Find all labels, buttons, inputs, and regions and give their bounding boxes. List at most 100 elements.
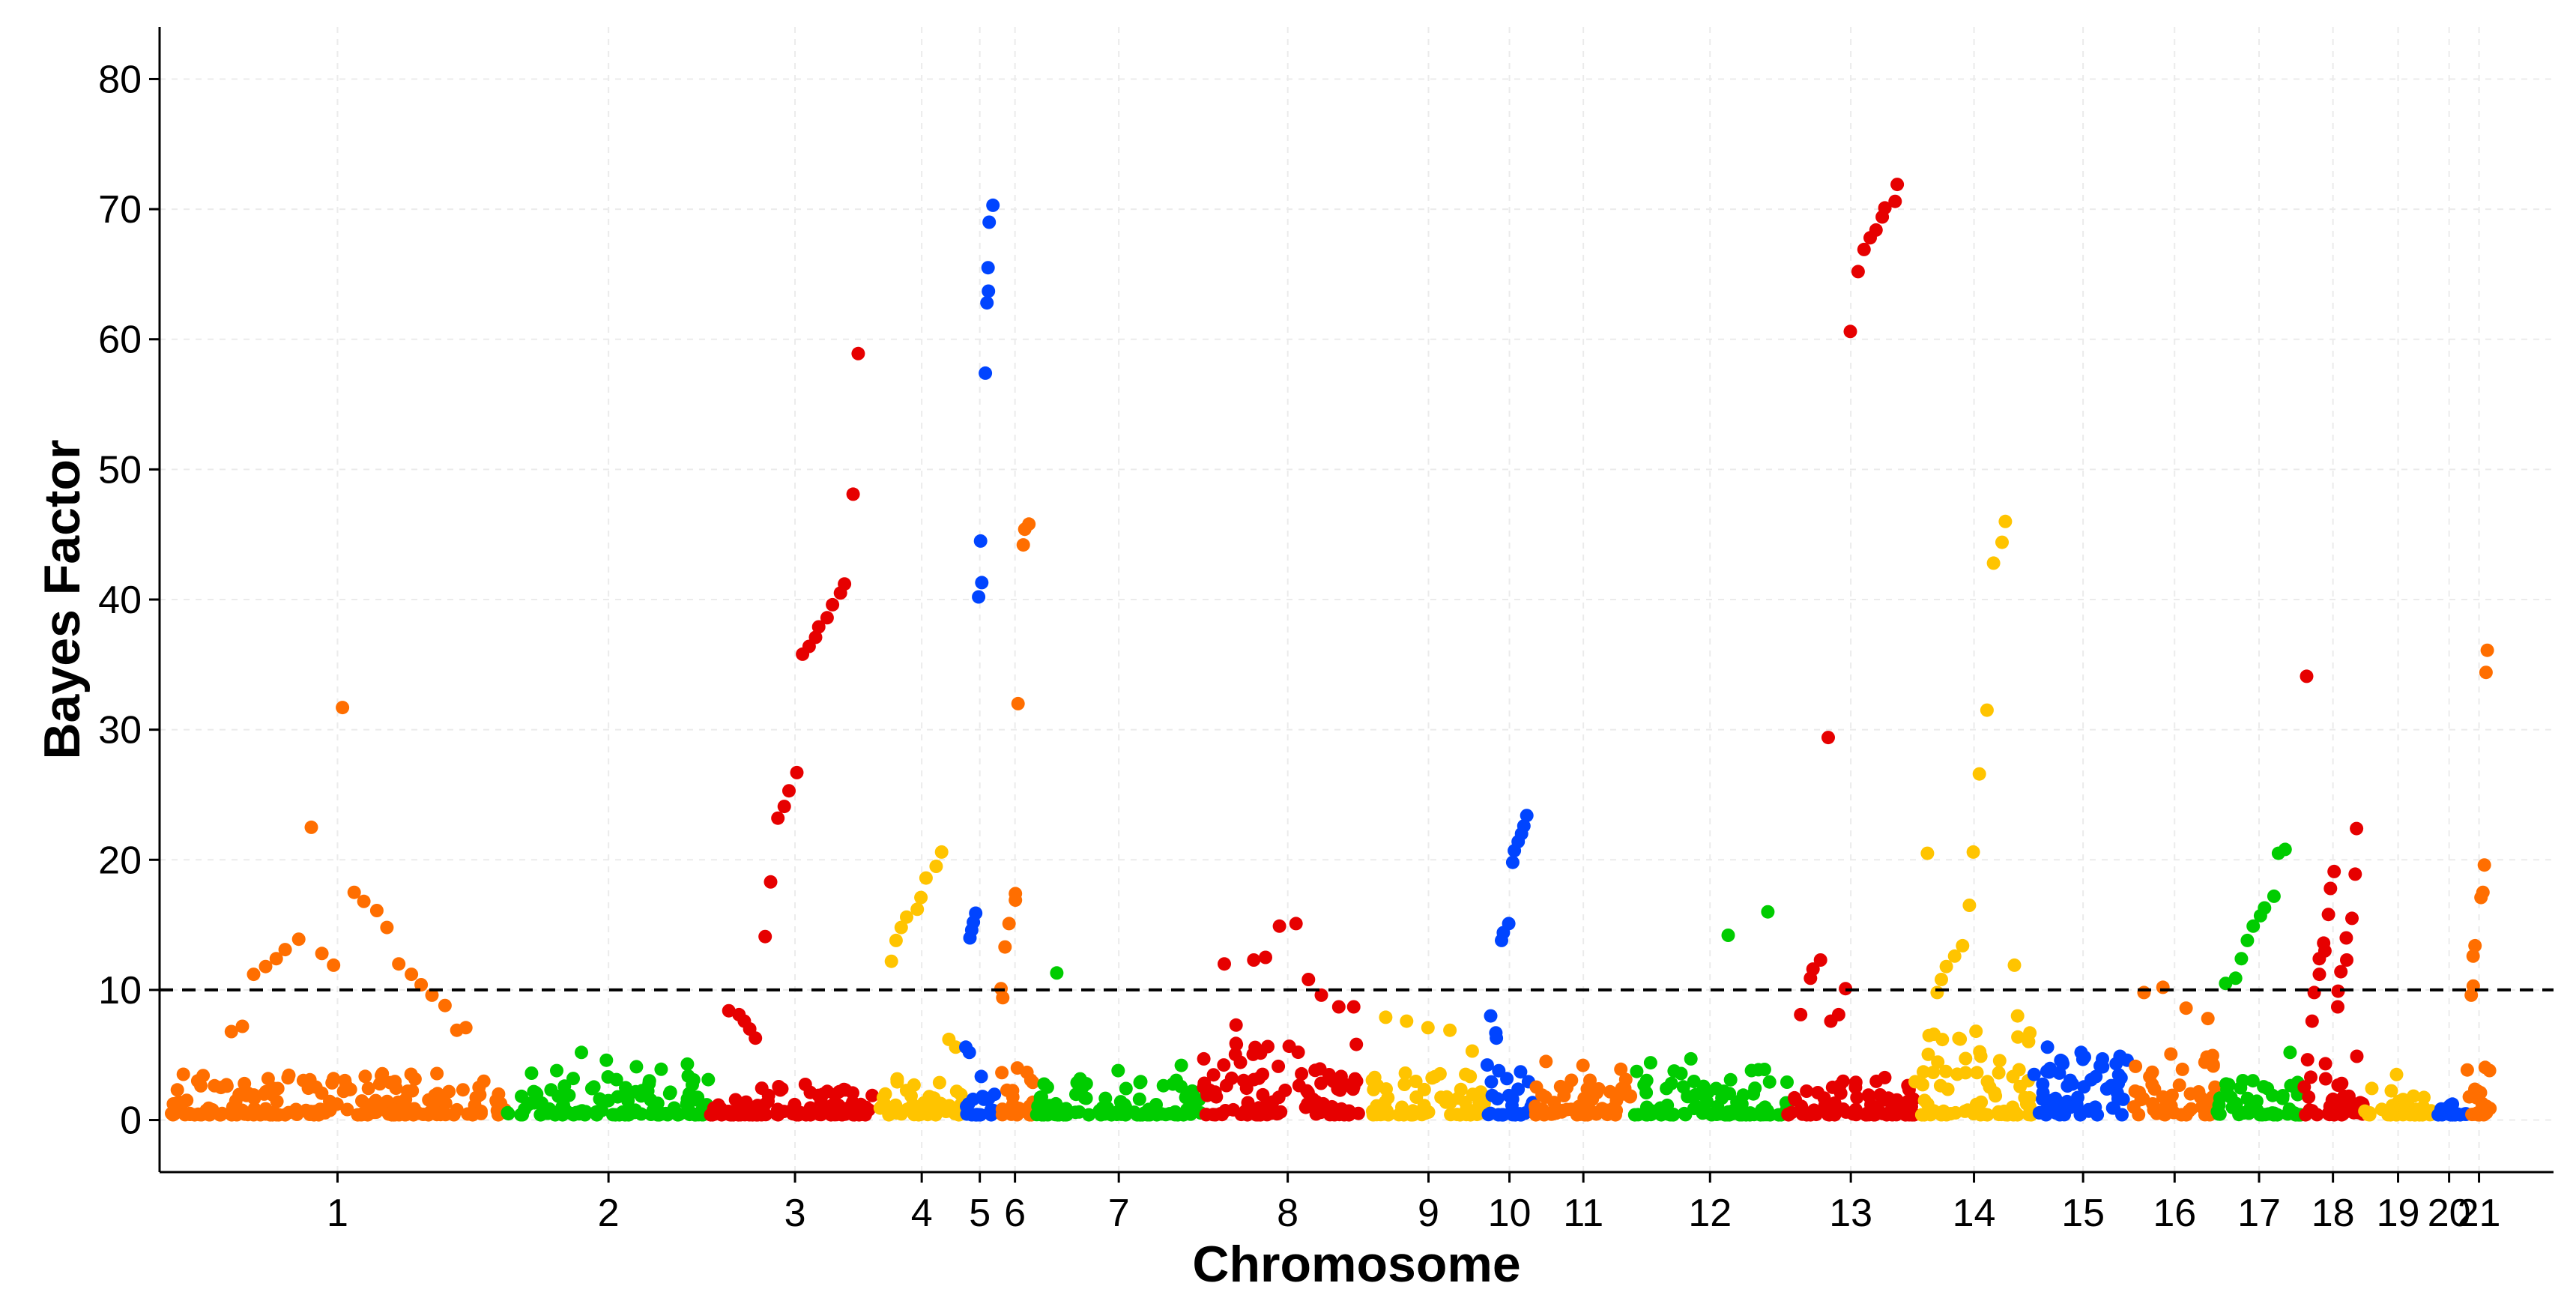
data-point [1736,1088,1750,1102]
data-point [325,1075,339,1090]
data-point [2027,1067,2041,1081]
data-point [1409,1075,1423,1088]
peak-point [1935,973,1948,986]
data-point [932,1075,946,1090]
data-point [739,1095,753,1109]
data-point [2063,1073,2077,1087]
data-point [1974,1049,1988,1063]
data-point [238,1076,252,1090]
data-point [2297,1080,2312,1094]
peak-point [2476,885,2490,899]
data-point [1127,1105,1141,1120]
data-point [1743,1108,1757,1122]
peak-point [459,1021,473,1035]
data-point [1234,1108,1248,1122]
chromosome-16-points [2126,980,2222,1122]
data-point [572,1105,587,1119]
data-point [1230,1037,1244,1051]
data-point [1717,1084,1731,1099]
data-point [1953,1032,1968,1046]
data-point [2299,1108,2313,1122]
data-point [661,1107,675,1121]
peak-point [1851,265,1865,279]
peak-point [1111,1063,1125,1078]
data-point [816,1087,829,1102]
peak-point [975,576,989,590]
x-tick-label: 9 [1418,1192,1439,1235]
data-point [1043,1099,1057,1113]
data-point [2318,1057,2332,1071]
data-point [2111,1076,2126,1090]
data-point [2220,1083,2234,1097]
data-point [1206,1068,1221,1082]
peak-point [1806,962,1820,976]
data-point [2055,1054,2069,1069]
data-point [1811,1086,1825,1099]
data-point [548,1108,562,1122]
peak-point [1520,809,1534,823]
chromosome-6-points [994,517,1040,1122]
peak-point [1947,949,1962,963]
peak-point [258,959,273,974]
data-point [1169,1073,1183,1087]
data-point [2446,1097,2460,1111]
peak-point [2040,1040,2055,1054]
data-point [2331,1078,2345,1092]
data-point [1916,1078,1929,1092]
peak-point [2331,984,2345,998]
data-point [1079,1077,1093,1091]
data-point [240,1088,253,1102]
peak-point [2228,971,2243,985]
data-point [566,1072,580,1086]
data-point [1681,1089,1695,1103]
y-axis-ticks: 0 10 20 30 40 50 60 70 80 [98,58,160,1143]
peak-point [1009,887,1023,901]
peak-point [2074,1045,2088,1060]
peak-point [1174,1058,1188,1072]
peak-point [1022,517,1036,531]
data-point [1233,1055,1248,1069]
x-tick-label: 10 [1488,1192,1532,1235]
data-point [1077,1090,1092,1105]
peak-point [1289,917,1303,931]
data-point [1348,1072,1362,1086]
data-point [832,1099,846,1112]
x-tick-label: 2 [598,1192,620,1235]
data-point [263,1108,277,1122]
data-point [1272,1059,1286,1073]
x-tick-label: 18 [2312,1192,2355,1235]
data-point [1308,1063,1322,1078]
peak-point [826,597,840,612]
data-point [1917,1065,1930,1079]
data-point [551,1089,566,1103]
data-point [2172,1078,2186,1092]
data-point [1376,1107,1391,1121]
data-point [1421,1105,1436,1119]
peak-point [2339,931,2353,945]
data-point [1921,1047,1935,1061]
data-point [428,1088,442,1102]
chromosome-9-points [1365,1010,1491,1122]
peak-point [629,1060,644,1074]
data-point [611,1090,625,1104]
y-tick-label: 30 [98,709,142,752]
data-point [1381,1090,1395,1105]
data-point [922,1090,937,1104]
data-point [270,1081,285,1096]
data-point [196,1069,211,1083]
data-point [2129,1059,2143,1073]
data-point [1992,1054,2007,1068]
data-point [663,1085,677,1099]
data-point [2197,1096,2211,1110]
x-tick-label: 7 [1108,1192,1130,1235]
data-point [301,1081,315,1096]
peak-point [2137,985,2151,1000]
peak-point [202,1104,216,1118]
data-point [2482,1063,2497,1078]
data-point [388,1075,402,1089]
peak-point [929,860,943,873]
peak-point [2389,1067,2404,1081]
peak-point [304,820,318,834]
data-point [1132,1092,1146,1106]
